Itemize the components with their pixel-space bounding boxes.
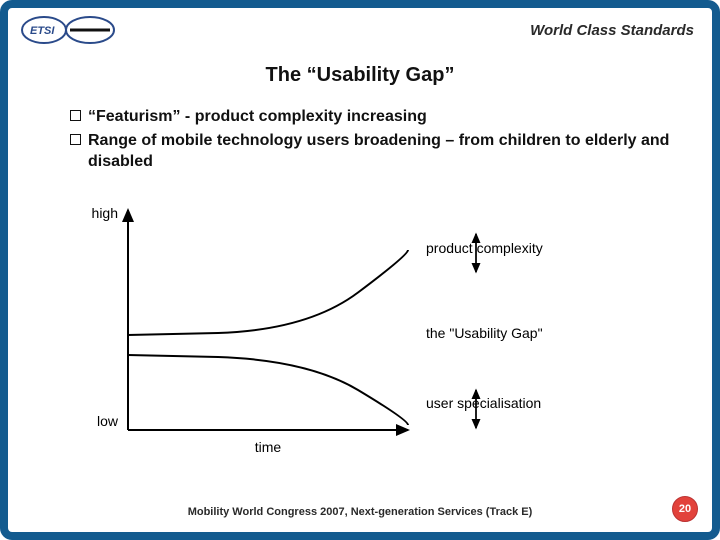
checkbox-bullet-icon [70,134,81,145]
etsi-logo-icon: ETSI [20,13,140,47]
list-item: Range of mobile technology users broaden… [70,130,672,173]
svg-text:low: low [97,413,119,429]
page-number: 20 [679,503,691,515]
list-item: “Featurism” - product complexity increas… [70,106,672,128]
svg-text:the "Usability Gap": the "Usability Gap" [426,325,543,341]
usability-gap-diagram: high low time product complexity the "Usabil… [68,190,648,480]
bullet-text: Range of mobile technology users broaden… [88,130,672,173]
bullet-text: “Featurism” - product complexity increas… [88,106,427,128]
diagram-svg: high low time product complexity the "Usabil… [68,190,648,480]
header-tagline: World Class Standards [530,22,694,39]
slide-frame: ETSI World Class Standards The “Usabilit… [0,0,720,540]
logo-text: ETSI [30,25,55,37]
footer-text: Mobility World Congress 2007, Next-gener… [8,506,712,518]
bullet-list: “Featurism” - product complexity increas… [70,106,672,175]
page-number-badge: 20 [672,496,698,522]
svg-text:product complexity: product complexity [426,240,543,256]
checkbox-bullet-icon [70,110,81,121]
slide-title: The “Usability Gap” [8,64,712,87]
svg-text:time: time [255,439,282,455]
header-bar: ETSI World Class Standards [8,8,712,52]
svg-text:user specialisation: user specialisation [426,395,541,411]
logo: ETSI [20,13,140,47]
svg-text:high: high [92,205,118,221]
